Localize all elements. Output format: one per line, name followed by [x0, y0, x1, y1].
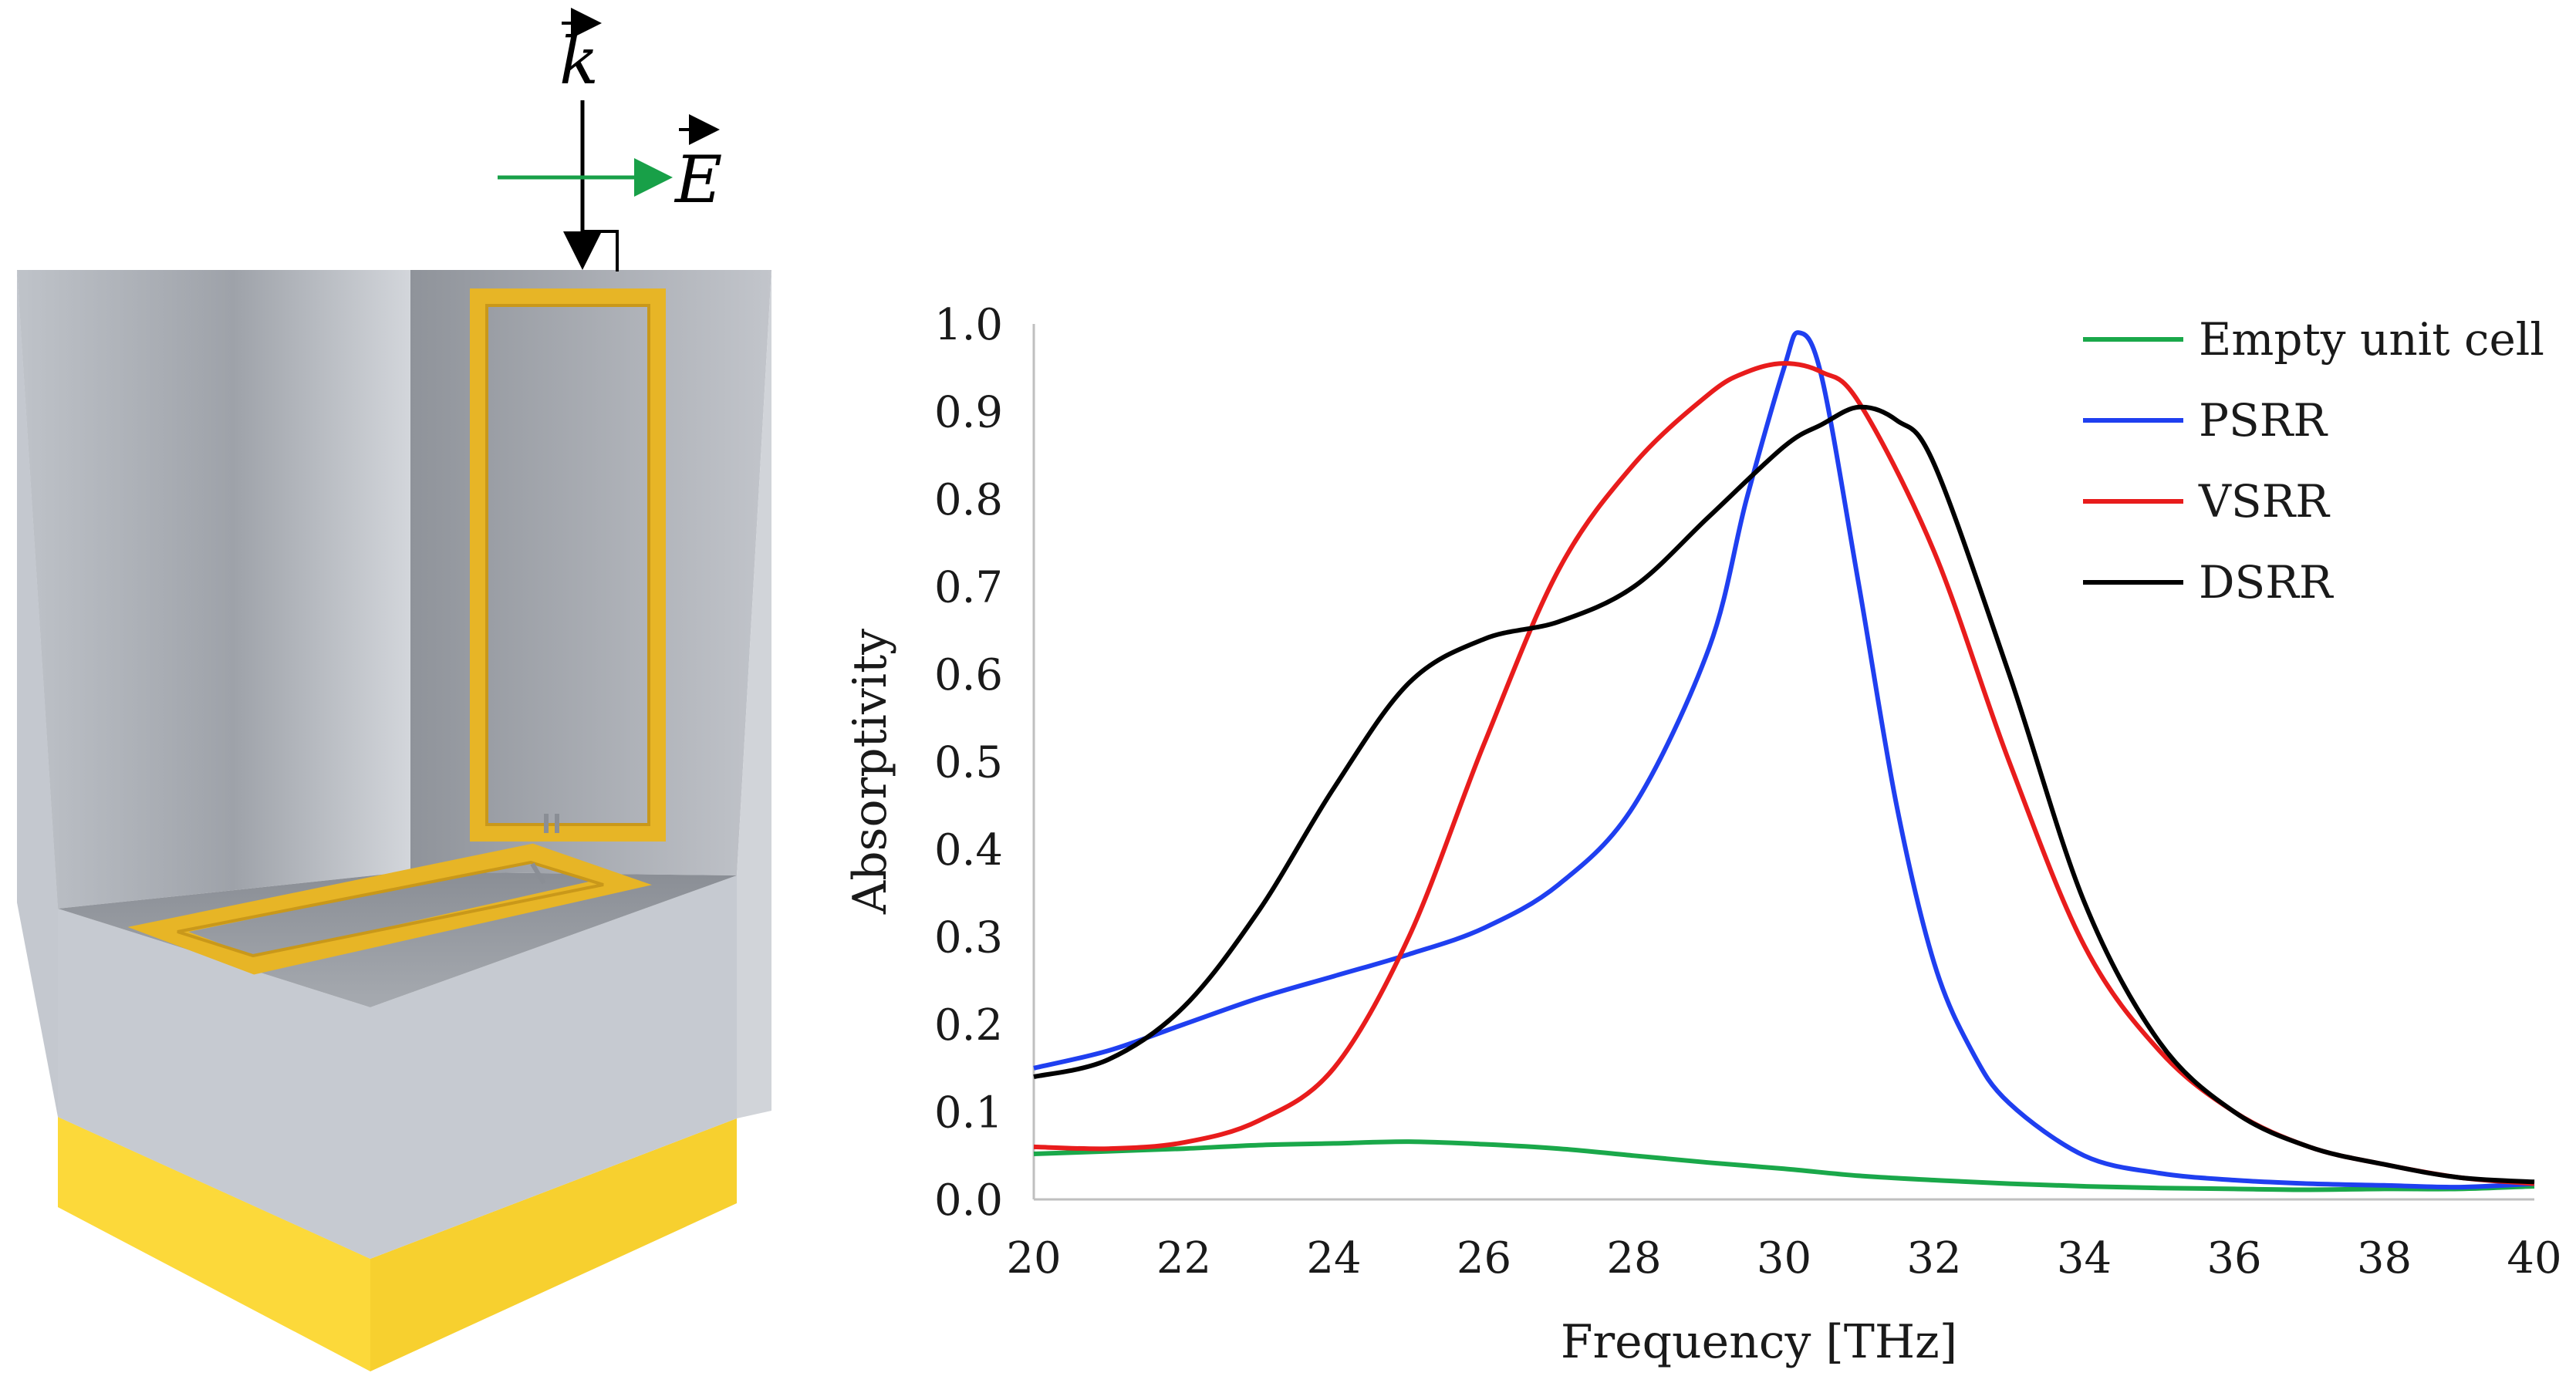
series-line-dsrr: [1033, 404, 2535, 1185]
x-tick-label: 32: [1906, 1233, 1961, 1283]
y-tick-label: 0.8: [934, 475, 1003, 525]
x-tick-label: 38: [2357, 1233, 2412, 1283]
x-tick-label: 30: [1757, 1233, 1811, 1283]
dielectric-body-left-face-top: [17, 270, 58, 1117]
y-tick-label: 0.4: [934, 825, 1003, 875]
y-tick-label: 0.0: [934, 1175, 1003, 1226]
y-tick-label: 0.5: [934, 738, 1003, 788]
x-tick-label: 28: [1606, 1233, 1661, 1283]
series-lines: [1033, 330, 2535, 1192]
vertical-split-ring-resonator: [470, 288, 666, 842]
x-tick-label: 22: [1156, 1233, 1211, 1283]
x-tick-label: 24: [1306, 1233, 1361, 1283]
back-wall-right: [410, 270, 771, 875]
back-wall-left: [17, 270, 410, 909]
e-field-label: E: [674, 142, 722, 218]
legend-label-psrr: PSRR: [2199, 394, 2328, 447]
axes: [1032, 324, 2534, 1201]
y-tick-labels: 0.0 0.1 0.2 0.3 0.4 0.5 0.6 0.7 0.8 0.9 1.0: [934, 300, 1003, 1226]
legend-label-vsrr: VSRR: [2198, 475, 2331, 528]
x-tick-label: 40: [2507, 1233, 2561, 1283]
series-line-psrr: [1033, 330, 2535, 1190]
legend-label-empty-unit-cell: Empty unit cell: [2199, 313, 2544, 366]
unit-cell-illustration: k E: [17, 8, 771, 1371]
y-tick-label: 0.9: [934, 388, 1003, 438]
gold-ground-plane-left: [58, 1117, 370, 1371]
legend: Empty unit cell PSRR VSRR DSRR: [2083, 313, 2544, 609]
x-tick-label: 20: [1006, 1233, 1061, 1283]
series-line-empty-unit-cell: [1033, 1139, 2535, 1192]
gold-ground-plane-right: [370, 1118, 737, 1371]
right-angle-marker: [582, 230, 619, 272]
horizontal-split-ring-resonator: [127, 843, 652, 975]
absorptivity-chart: 20 22 24 26 28 30 32 34 36 38 40 0.00.10.20.30.40.…: [843, 300, 2562, 1369]
y-tick-label: 0.7: [934, 563, 1003, 613]
y-axis-label: Absorptivity: [843, 629, 897, 915]
dielectric-body-right: [737, 270, 771, 1118]
x-tick-label: 36: [2206, 1233, 2261, 1283]
x-tick-label: 26: [1457, 1233, 1511, 1283]
dielectric-body-front: [58, 875, 737, 1259]
x-tick-labels: 20 22 24 26 28 30 32 34 36 38 40: [1006, 1233, 2561, 1283]
y-tick-label: 0.6: [934, 650, 1003, 700]
k-vector-label: k: [559, 23, 599, 99]
x-axis-label: Frequency [THz]: [1561, 1315, 1957, 1369]
x-tick-label: 34: [2057, 1233, 2112, 1283]
y-tick-label: 0.2: [934, 1000, 1003, 1051]
y-tick-label: 1.0: [934, 300, 1003, 350]
y-tick-label: 0.1: [934, 1088, 1003, 1138]
y-tick-label: 0.3: [934, 913, 1003, 963]
legend-label-dsrr: DSRR: [2199, 556, 2335, 609]
